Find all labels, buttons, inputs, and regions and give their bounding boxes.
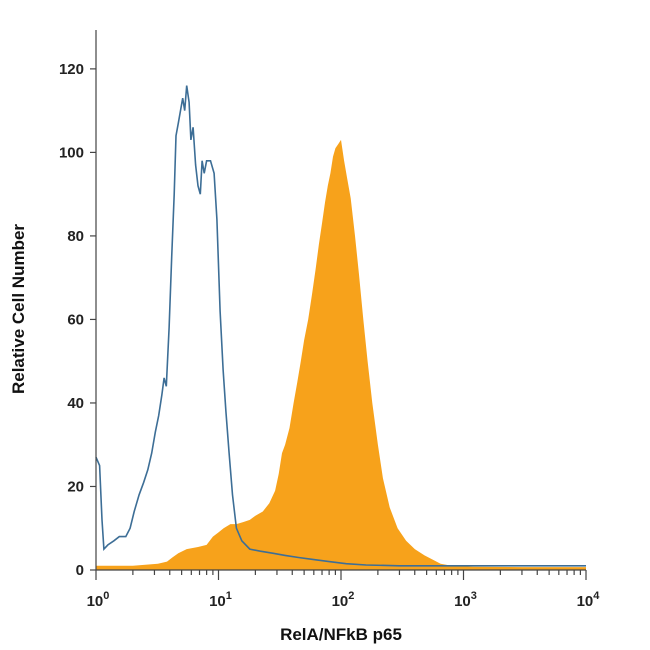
control-histogram-layer (95, 85, 586, 567)
y-tick-label: 100 (59, 144, 84, 161)
y-tick-label: 0 (76, 562, 84, 579)
y-tick-label: 120 (59, 61, 84, 78)
axes: 0 20 40 60 80 100 120 100 101 102 103 104 (59, 30, 600, 610)
y-tick-label: 80 (67, 228, 84, 245)
y-tick-label: 60 (67, 311, 84, 328)
x-axis-title: RelA/NFkB p65 (280, 625, 402, 644)
x-tick-label: 100 (87, 590, 110, 610)
x-tick-label: 102 (332, 590, 355, 610)
control-histogram-outline (95, 85, 586, 567)
stained-histogram-layer (96, 139, 586, 570)
x-tick-label: 103 (454, 590, 477, 610)
stained-histogram-area (96, 139, 586, 570)
x-tick-label: 104 (577, 590, 601, 610)
y-axis-title: Relative Cell Number (9, 224, 28, 394)
y-tick-label: 20 (67, 478, 84, 495)
y-tick-label: 40 (67, 395, 84, 412)
x-tick-label: 101 (209, 590, 232, 610)
